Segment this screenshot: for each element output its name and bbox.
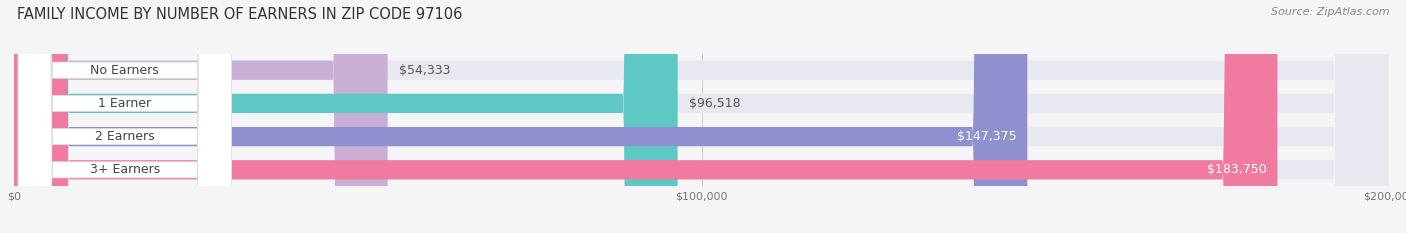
Text: $183,750: $183,750 (1206, 163, 1267, 176)
FancyBboxPatch shape (14, 0, 388, 233)
FancyBboxPatch shape (14, 0, 1278, 233)
FancyBboxPatch shape (18, 0, 232, 233)
FancyBboxPatch shape (14, 0, 1389, 233)
Text: $147,375: $147,375 (956, 130, 1017, 143)
FancyBboxPatch shape (14, 0, 1389, 233)
Text: $54,333: $54,333 (399, 64, 450, 77)
FancyBboxPatch shape (14, 0, 1389, 233)
Text: Source: ZipAtlas.com: Source: ZipAtlas.com (1271, 7, 1389, 17)
FancyBboxPatch shape (18, 0, 232, 233)
FancyBboxPatch shape (18, 0, 232, 233)
Text: 2 Earners: 2 Earners (96, 130, 155, 143)
Text: 3+ Earners: 3+ Earners (90, 163, 160, 176)
Text: No Earners: No Earners (90, 64, 159, 77)
Text: $96,518: $96,518 (689, 97, 741, 110)
FancyBboxPatch shape (14, 0, 1028, 233)
FancyBboxPatch shape (14, 0, 1389, 233)
Text: 1 Earner: 1 Earner (98, 97, 152, 110)
FancyBboxPatch shape (18, 0, 232, 233)
Text: FAMILY INCOME BY NUMBER OF EARNERS IN ZIP CODE 97106: FAMILY INCOME BY NUMBER OF EARNERS IN ZI… (17, 7, 463, 22)
FancyBboxPatch shape (14, 0, 678, 233)
